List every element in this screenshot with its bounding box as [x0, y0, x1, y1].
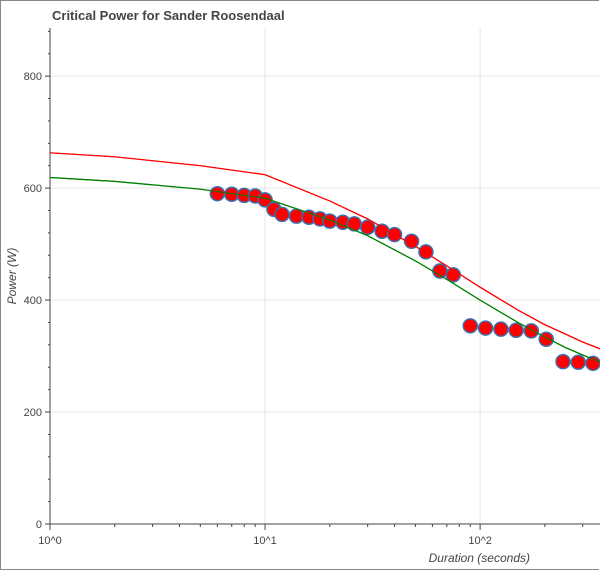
- data-point: [257, 192, 273, 208]
- green-fit-line: [49, 176, 600, 363]
- data-point: [403, 233, 420, 250]
- data-point: [274, 206, 290, 223]
- data-point: [585, 355, 600, 372]
- axes: 0 200 400 600 800 10^0 10^1 10^2: [24, 28, 600, 547]
- grid: [50, 28, 600, 524]
- data-point: [346, 216, 363, 232]
- data-point: [508, 322, 524, 339]
- y-tick-label: 800: [24, 71, 42, 83]
- data-point: [538, 331, 554, 348]
- x-tick-label: 10^0: [38, 535, 62, 547]
- data-point: [322, 213, 338, 229]
- y-tick-label: 0: [36, 519, 42, 531]
- data-point: [555, 353, 571, 370]
- y-tick-label: 200: [24, 407, 42, 419]
- data-point: [418, 244, 434, 260]
- y-tick-label: 600: [24, 183, 42, 195]
- fit-lines: [49, 152, 600, 363]
- red-fit-line: [49, 152, 600, 350]
- data-point: [477, 320, 494, 336]
- data-point: [523, 323, 540, 339]
- data-points: [209, 185, 600, 372]
- red-fit-line: [49, 152, 600, 350]
- x-axis-label: Duration (seconds): [429, 551, 530, 565]
- data-point: [209, 185, 226, 202]
- data-point: [493, 321, 509, 337]
- data-point: [359, 219, 376, 236]
- y-tick-label: 400: [24, 295, 42, 307]
- chart-title: Critical Power for Sander Roosendaal: [52, 8, 285, 23]
- data-point: [570, 354, 586, 370]
- x-tick-label: 10^1: [253, 535, 277, 547]
- y-axis-label: Power (W): [5, 248, 19, 305]
- data-point: [462, 318, 479, 334]
- x-tick-label: 10^2: [468, 535, 492, 547]
